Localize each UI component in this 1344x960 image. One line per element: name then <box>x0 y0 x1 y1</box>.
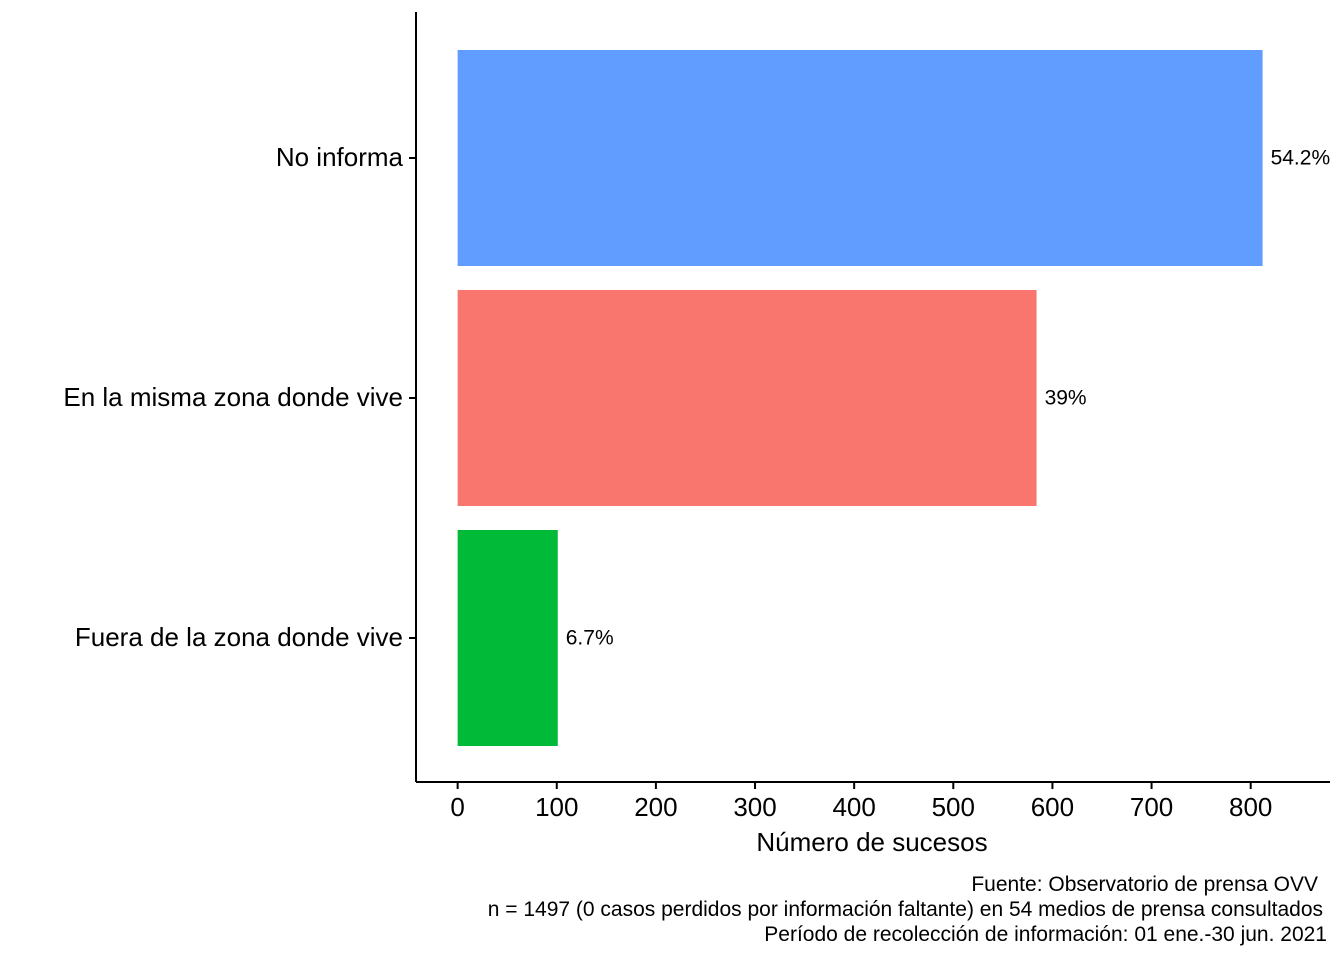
x-tick-label: 800 <box>1229 792 1272 822</box>
bars-group <box>457 50 1263 746</box>
x-tick-label: 200 <box>634 792 677 822</box>
x-tick-label: 300 <box>733 792 776 822</box>
data-label: 54.2% <box>1271 147 1331 170</box>
caption-period: Período de recolección de información: 0… <box>764 923 1327 946</box>
y-tick-label: Fuera de la zona donde vive <box>75 622 403 652</box>
x-tick-label: 700 <box>1130 792 1173 822</box>
x-tick-label: 500 <box>932 792 975 822</box>
bar <box>457 530 558 746</box>
caption-source: Fuente: Observatorio de prensa OVV <box>971 873 1318 896</box>
y-tick-label: No informa <box>276 142 404 172</box>
data-label: 39% <box>1045 387 1087 410</box>
x-tick-label: 0 <box>450 792 464 822</box>
x-tick-label: 400 <box>832 792 875 822</box>
value-labels-group: 54.2% 39% 6.7% <box>566 147 1330 650</box>
x-tick-label: 600 <box>1031 792 1074 822</box>
x-axis-title: Número de sucesos <box>756 827 987 857</box>
y-tick-label: En la misma zona donde vive <box>63 382 403 412</box>
bar <box>457 50 1263 266</box>
x-tick-label: 100 <box>535 792 578 822</box>
caption-sample: n = 1497 (0 casos perdidos por informaci… <box>488 898 1323 921</box>
x-axis: 0 100 200 300 400 500 600 700 800 <box>416 781 1330 822</box>
bar <box>457 290 1037 506</box>
y-axis: No informa En la misma zona donde vive Fue… <box>63 12 417 782</box>
data-label: 6.7% <box>566 627 614 650</box>
